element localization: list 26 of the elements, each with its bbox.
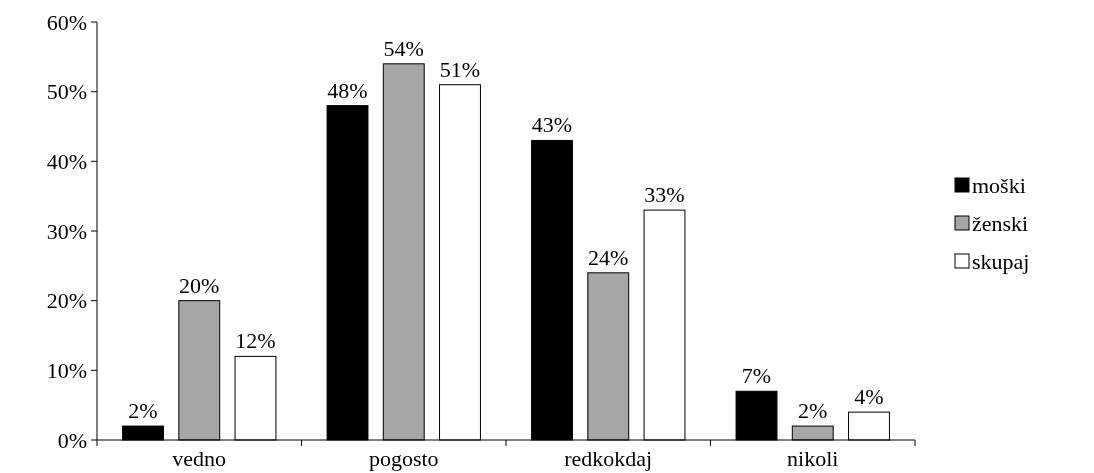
- data-label: 7%: [741, 363, 772, 389]
- x-tick-label: vedno: [172, 446, 227, 471]
- data-label: 24%: [588, 244, 629, 270]
- data-label: 4%: [854, 384, 884, 410]
- y-tick-label: 10%: [46, 358, 87, 384]
- y-tick-label: 60%: [46, 9, 87, 35]
- y-tick-label: 20%: [46, 288, 87, 314]
- legend-label: skupaj: [972, 248, 1030, 274]
- data-label: 2%: [798, 398, 828, 424]
- x-tick-label: nikoli: [787, 446, 839, 471]
- y-tick-label: 40%: [46, 149, 87, 175]
- data-label: 54%: [383, 35, 424, 61]
- x-tick-label: pogosto: [368, 446, 439, 471]
- x-tick-label: redkokdaj: [564, 446, 653, 471]
- y-tick-label: 0%: [57, 427, 87, 453]
- data-label: 43%: [531, 112, 573, 138]
- legend-label: ženski: [972, 210, 1029, 236]
- data-label: 20%: [179, 272, 220, 298]
- data-label: 2%: [128, 398, 158, 424]
- data-label: 51%: [439, 56, 481, 82]
- y-tick-label: 30%: [46, 218, 87, 244]
- data-label: 12%: [235, 328, 276, 354]
- legend-label: moški: [972, 172, 1026, 198]
- y-tick-label: 50%: [46, 79, 87, 105]
- data-label: 48%: [327, 77, 368, 103]
- data-label: 33%: [644, 182, 685, 208]
